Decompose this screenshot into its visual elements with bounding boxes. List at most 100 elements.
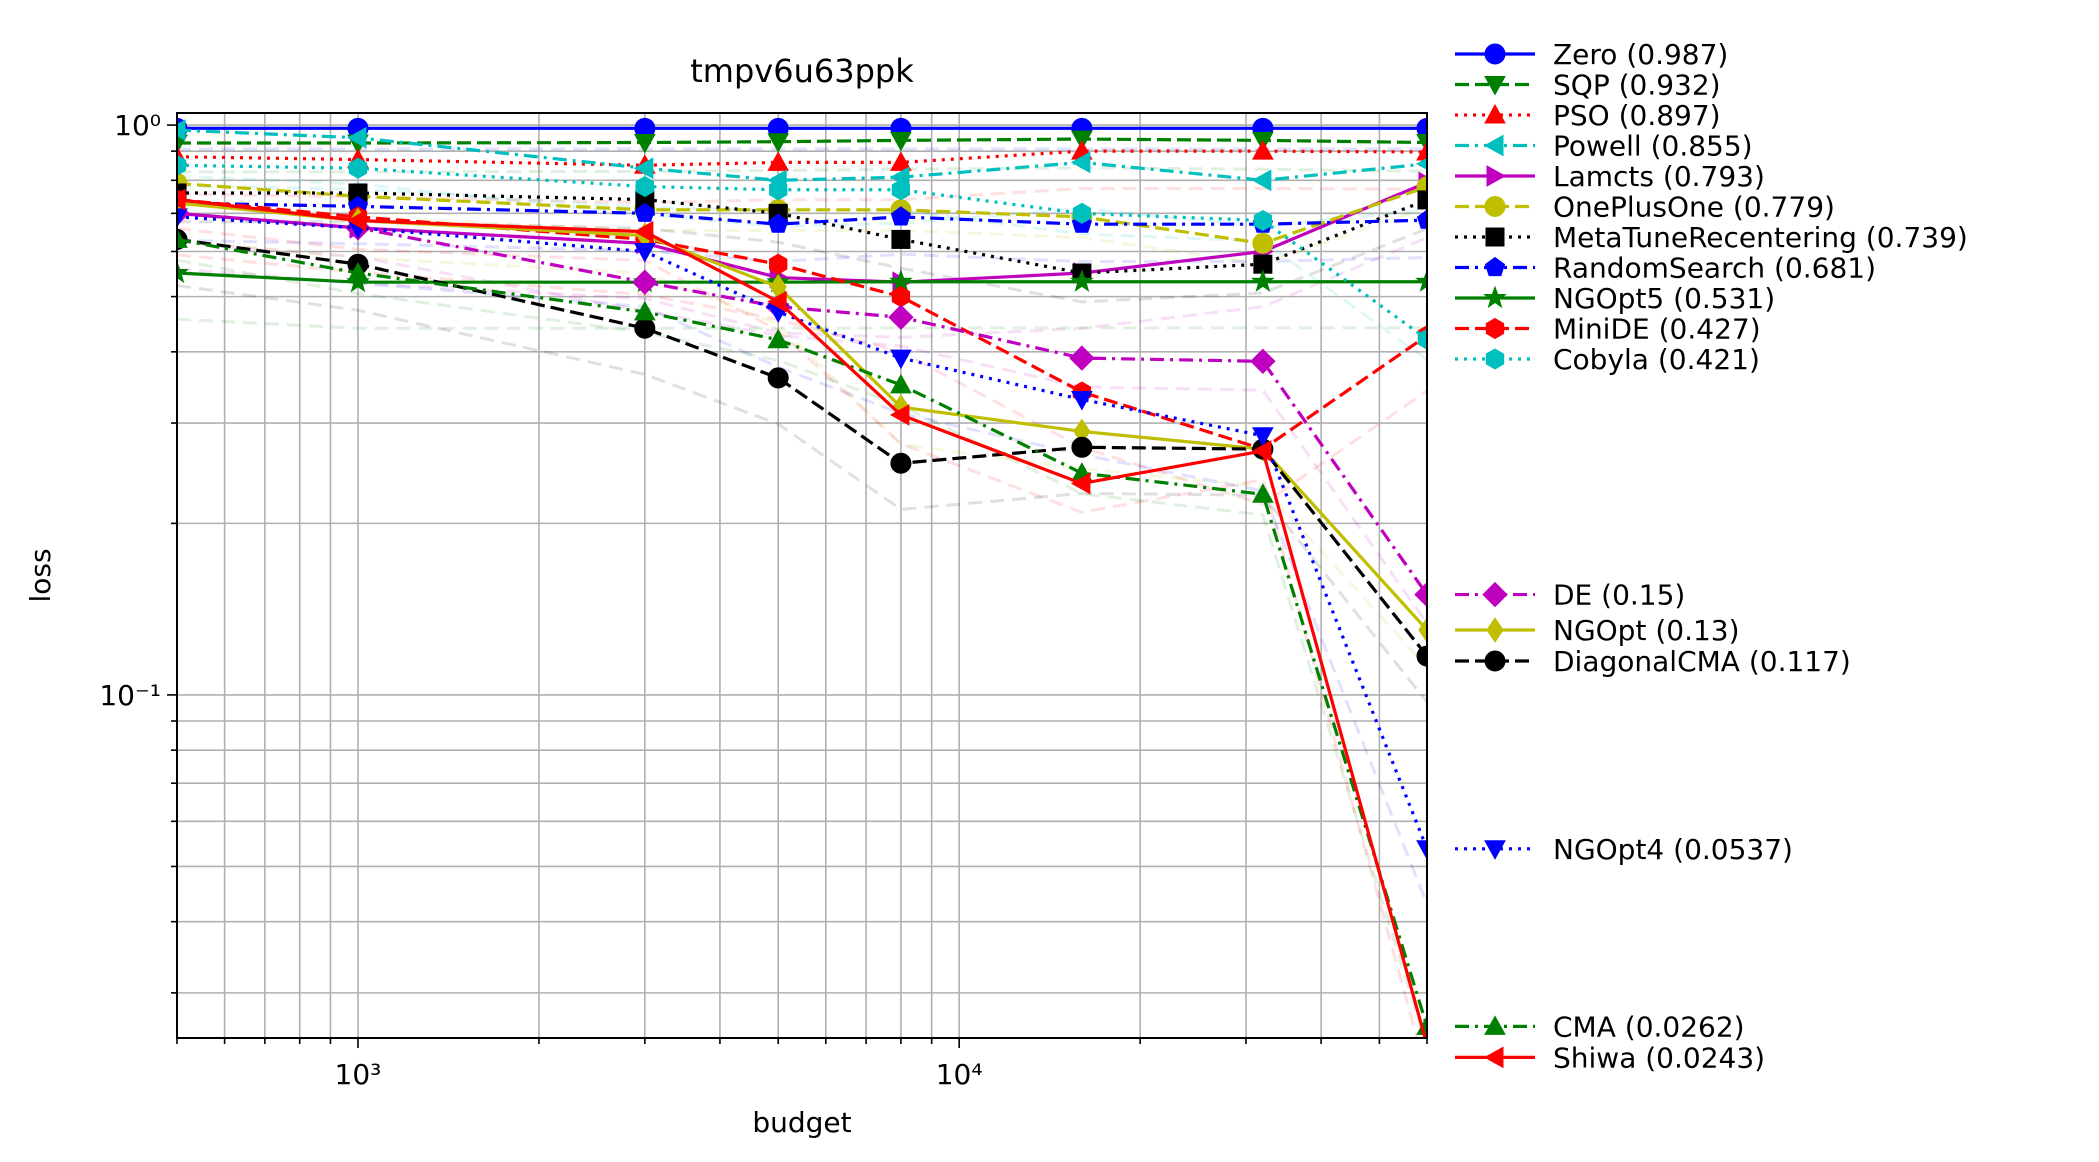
data-point [1070, 269, 1094, 292]
series-group [177, 154, 1427, 350]
series-line [177, 211, 1427, 596]
data-point [890, 349, 912, 370]
faint-series-line [177, 238, 1427, 669]
faint-series-line [177, 238, 1427, 264]
legend-label: Zero (0.987) [1553, 38, 1728, 71]
chart-ticks: 10³ 10⁴ 10⁰ 10⁻¹ [99, 109, 1428, 1091]
data-point [633, 157, 654, 180]
data-point [1069, 345, 1095, 371]
series-line [177, 197, 1427, 451]
legend-entry: RandomSearch (0.681) [1455, 252, 1876, 285]
data-point [890, 131, 912, 152]
data-point [177, 154, 187, 176]
faint-series-line [177, 253, 1427, 506]
chart-series [177, 117, 1427, 1038]
legend-entry: NGOpt4 (0.0537) [1455, 833, 1793, 866]
data-point [890, 373, 912, 394]
data-point [888, 304, 914, 330]
x-tick-label: 10³ [335, 1058, 382, 1091]
data-point [634, 317, 656, 339]
data-point [633, 300, 656, 321]
background-series [177, 147, 1427, 1038]
faint-series-line [177, 236, 1427, 339]
legend-entry: MiniDE (0.427) [1455, 313, 1761, 346]
data-point [1252, 427, 1274, 447]
faint-series-line [177, 240, 1427, 625]
data-point [633, 220, 654, 243]
legend-label: MiniDE (0.427) [1553, 313, 1761, 346]
data-point [1483, 134, 1504, 157]
legend-entry: CMA (0.0262) [1455, 1010, 1745, 1043]
data-point [890, 452, 912, 474]
faint-series-line [177, 270, 1427, 905]
legend-label: CMA (0.0262) [1553, 1010, 1745, 1043]
y-tick-label: 10⁻¹ [99, 679, 161, 712]
data-point [633, 134, 656, 154]
data-point [1252, 140, 1274, 160]
faint-series-line [177, 226, 1419, 1038]
plot-frame [176, 112, 1428, 1039]
legend-label: Powell (0.855) [1553, 130, 1753, 163]
data-point [1485, 227, 1505, 247]
y-axis-label: loss [24, 548, 57, 602]
data-point [634, 202, 655, 222]
data-point [1250, 348, 1276, 375]
data-point [1416, 840, 1427, 860]
legend-entry: OnePlusOne (0.779) [1455, 191, 1835, 224]
legend-label: DE (0.15) [1553, 579, 1685, 612]
legend-label: MetaTuneRecentering (0.739) [1553, 221, 1968, 254]
x-tick-label: 10⁴ [936, 1058, 983, 1091]
data-point [1071, 390, 1093, 411]
data-point [1253, 209, 1273, 232]
data-point [1251, 169, 1272, 192]
series-line [177, 201, 1427, 226]
legend-label: DiagonalCMA (0.117) [1553, 645, 1851, 678]
data-point [767, 328, 790, 349]
legend-label: RandomSearch (0.681) [1553, 252, 1876, 285]
data-point [1486, 165, 1507, 187]
data-point [1485, 317, 1505, 340]
data-point [769, 253, 788, 275]
data-point [1484, 196, 1506, 217]
data-point [1484, 76, 1506, 96]
data-point [346, 209, 367, 232]
data-point [1251, 440, 1272, 462]
data-point [1415, 269, 1427, 292]
legend-label: NGOpt (0.13) [1553, 614, 1740, 647]
series-group [177, 228, 1427, 1035]
data-point [1252, 483, 1274, 503]
data-point [1485, 348, 1505, 370]
data-point [1483, 1046, 1504, 1069]
data-point [1416, 117, 1427, 139]
data-point [177, 260, 189, 284]
series-line [177, 181, 1427, 246]
data-point [891, 229, 911, 249]
data-point [1417, 328, 1427, 350]
legend-entry: NGOpt (0.13) [1455, 614, 1740, 647]
chart-title: tmpv6u63ppk [690, 52, 914, 90]
legend-label: SQP (0.932) [1553, 69, 1721, 102]
data-point [1416, 645, 1427, 667]
data-point [177, 208, 188, 228]
legend-entry: Cobyla (0.421) [1455, 343, 1760, 376]
series-line [177, 198, 1427, 1038]
data-point [1251, 269, 1275, 292]
data-point [1484, 43, 1506, 65]
data-point [1484, 1015, 1506, 1035]
data-point [890, 151, 912, 171]
data-point [767, 367, 789, 389]
data-point [635, 175, 654, 198]
data-point [1071, 130, 1093, 151]
legend-entry: SQP (0.932) [1455, 69, 1721, 102]
data-point [177, 188, 186, 211]
legend-label: Lamcts (0.793) [1553, 160, 1765, 193]
data-point [1070, 472, 1091, 495]
series-line [177, 137, 1427, 145]
data-point [1414, 581, 1427, 608]
series-line [177, 237, 1427, 1027]
data-point [1418, 617, 1427, 643]
y-tick-label: 10⁰ [114, 109, 161, 142]
series-group [177, 188, 1427, 1038]
legend-label: OnePlusOne (0.779) [1553, 191, 1835, 224]
